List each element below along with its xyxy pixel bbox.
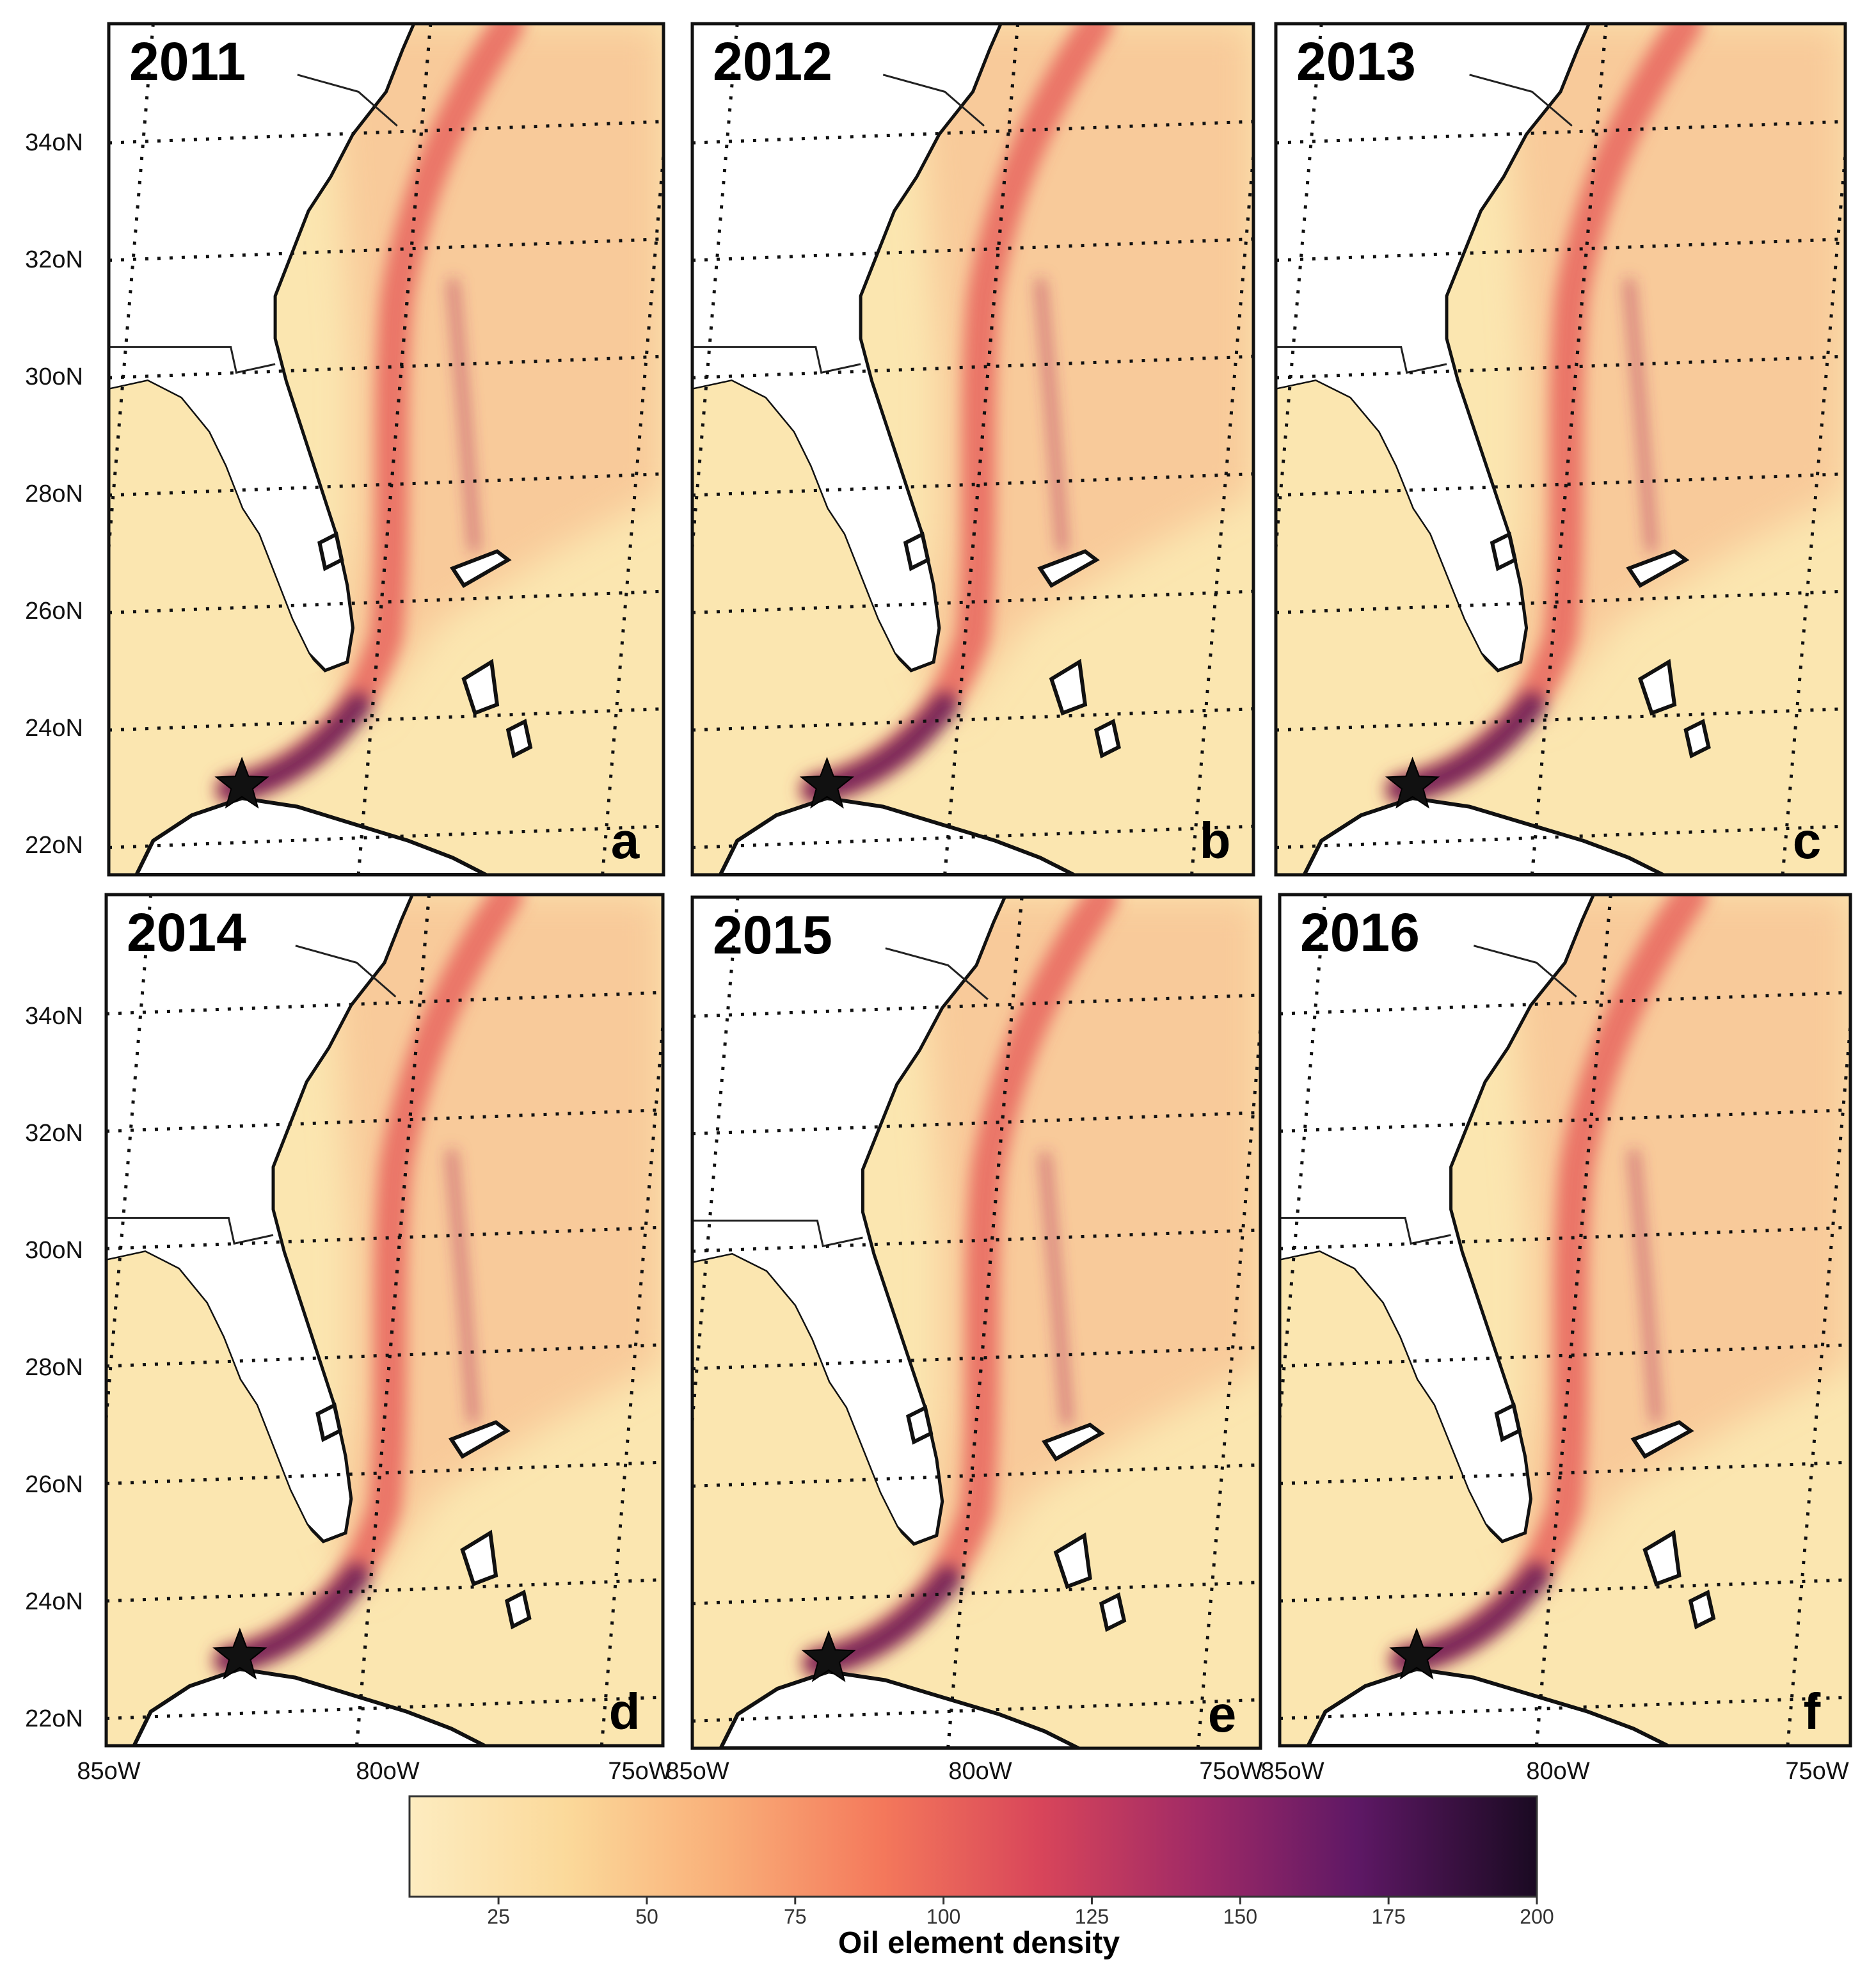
map-panel-b: 2012 b xyxy=(690,22,1255,877)
colorbar-tick-label: 25 xyxy=(487,1905,510,1928)
latitude-tick-label: 24oN xyxy=(25,715,83,742)
spill-site-star-icon xyxy=(214,756,269,809)
longitude-tick-label: 80oW xyxy=(1526,1758,1589,1785)
graticule xyxy=(692,24,1253,875)
latitude-tick-label: 28oN xyxy=(25,481,83,507)
panel-year-label: 2013 xyxy=(1296,31,1416,92)
panel-letter: e xyxy=(1208,1686,1237,1743)
land xyxy=(692,24,1121,875)
land xyxy=(692,897,1127,1748)
longitude-tick-label: 85oW xyxy=(665,1758,729,1785)
map-panel-c: 2013 c xyxy=(1274,22,1847,877)
latitude-tick-label: 22oN xyxy=(25,1705,83,1732)
latitude-tick-label: 34oN xyxy=(25,129,83,156)
latitude-tick-label: 32oN xyxy=(25,246,83,273)
colorbar-tick-label: 200 xyxy=(1520,1905,1554,1928)
latitude-tick-label: 30oN xyxy=(25,363,83,390)
latitude-tick-label: 28oN xyxy=(25,1354,83,1381)
latitude-tick-label: 22oN xyxy=(25,832,83,859)
latitude-axis-bottom: 34oN 32oN 30oN 28oN 26oN 24oN 22oN xyxy=(25,1003,83,1732)
panel-year-label: 2014 xyxy=(127,902,246,962)
panel-letter: f xyxy=(1804,1683,1821,1740)
panel-frame xyxy=(1274,22,1847,877)
map-panels: 2011 a 2012 b 2013 c 2014 d 2015 e 2016 f xyxy=(104,22,1852,1750)
latitude-tick-label: 24oN xyxy=(25,1588,83,1615)
colorbar-tick-label: 150 xyxy=(1223,1905,1257,1928)
land xyxy=(109,24,533,875)
longitude-tick-label: 75oW xyxy=(1785,1758,1848,1785)
map-panel-d: 2014 d xyxy=(104,893,665,1748)
panel-letter: d xyxy=(609,1683,640,1740)
panel-year-label: 2011 xyxy=(129,31,246,92)
panel-frame xyxy=(1278,893,1852,1748)
spill-site-star-icon xyxy=(1385,756,1440,809)
colorbar-tick-label: 175 xyxy=(1371,1905,1405,1928)
graticule xyxy=(109,24,664,875)
panel-frame xyxy=(690,895,1262,1750)
latitude-tick-label: 32oN xyxy=(25,1120,83,1147)
graticule xyxy=(1280,895,1850,1746)
longitude-tick-label: 85oW xyxy=(1260,1758,1324,1785)
colorbar-ticks: 25 50 75 100 125 150 175 200 xyxy=(487,1897,1554,1928)
spill-site-star-icon xyxy=(801,1630,856,1682)
land xyxy=(1280,895,1716,1746)
panel-year-label: 2016 xyxy=(1300,902,1420,962)
panel-letter: b xyxy=(1200,812,1231,869)
longitude-tick-label: 80oW xyxy=(948,1758,1012,1785)
graticule xyxy=(692,897,1260,1748)
map-panel-f: 2016 f xyxy=(1278,893,1852,1748)
latitude-tick-label: 34oN xyxy=(25,1003,83,1030)
colorbar: 25 50 75 100 125 150 175 200 Oil element densit… xyxy=(408,1795,1554,1960)
map-panel-a: 2011 a xyxy=(107,22,665,877)
graticule xyxy=(106,895,663,1746)
panel-year-label: 2012 xyxy=(713,31,832,92)
colorbar-gradient xyxy=(408,1795,1538,1898)
map-panel-e: 2015 e xyxy=(690,895,1262,1750)
graticule xyxy=(1276,24,1845,875)
land xyxy=(1276,24,1711,875)
panel-letter: c xyxy=(1793,812,1822,869)
longitude-tick-label: 75oW xyxy=(1199,1758,1262,1785)
colorbar-tick-label: 100 xyxy=(926,1905,960,1928)
land xyxy=(106,895,532,1746)
longitude-tick-label: 85oW xyxy=(77,1758,140,1785)
latitude-tick-label: 30oN xyxy=(25,1237,83,1264)
colorbar-tick-label: 75 xyxy=(784,1905,807,1928)
panel-year-label: 2015 xyxy=(713,905,832,965)
latitude-tick-label: 26oN xyxy=(25,1471,83,1498)
panel-letter: a xyxy=(611,812,640,869)
panel-frame xyxy=(690,22,1255,877)
colorbar-tick-label: 125 xyxy=(1075,1905,1109,1928)
longitude-tick-label: 80oW xyxy=(356,1758,419,1785)
colorbar-tick-label: 50 xyxy=(635,1905,658,1928)
longitude-tick-label: 75oW xyxy=(608,1758,671,1785)
panel-frame xyxy=(107,22,665,877)
latitude-axis-top: 34oN 32oN 30oN 28oN 26oN 24oN 22oN xyxy=(25,129,83,859)
colorbar-label: Oil element density xyxy=(838,1926,1120,1960)
spill-site-star-icon xyxy=(212,1627,267,1680)
spill-site-star-icon xyxy=(1389,1627,1444,1680)
panel-frame xyxy=(104,893,665,1748)
latitude-tick-label: 26oN xyxy=(25,598,83,625)
spill-site-star-icon xyxy=(799,756,855,809)
